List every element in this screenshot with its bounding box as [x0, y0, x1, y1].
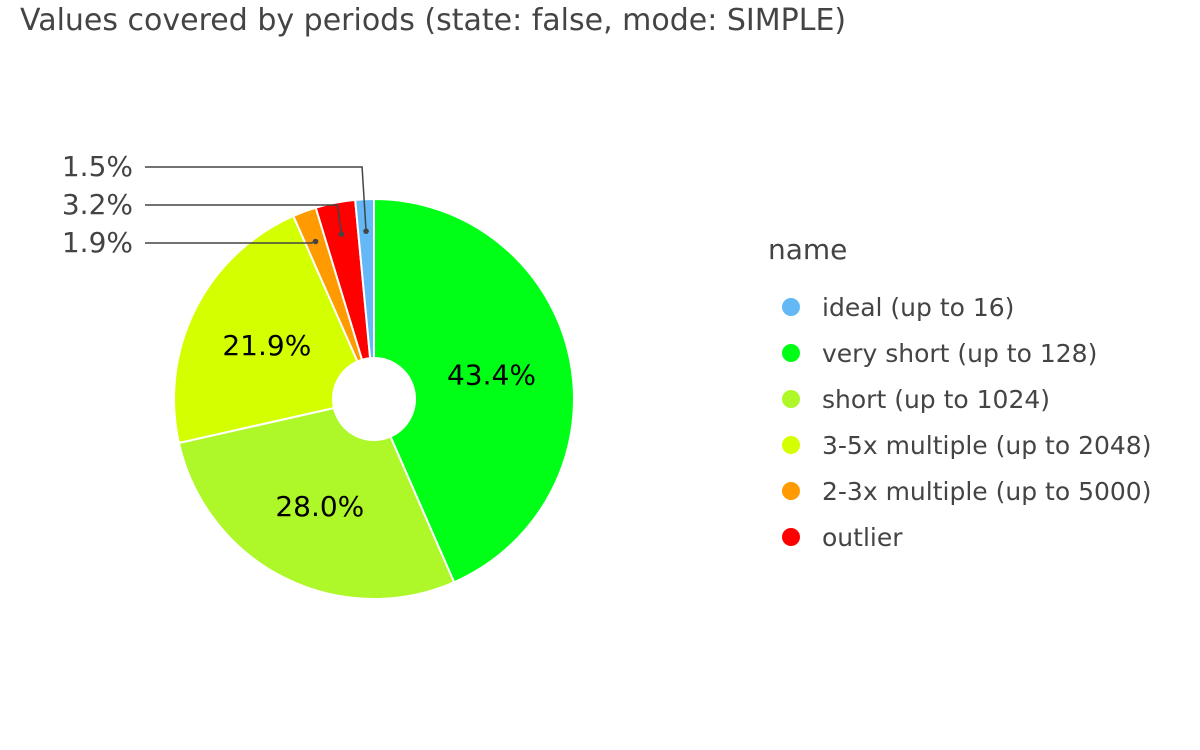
leader-line [145, 204, 343, 235]
legend-items: ideal (up to 16) very short (up to 128) sh… [782, 293, 1151, 552]
slice-very-short-up-to-128 [373, 197, 575, 584]
leader-dot [312, 238, 319, 245]
slice-label: 43.4% [447, 358, 536, 391]
pie-slices [173, 197, 575, 600]
slice-label: 1.5% [62, 150, 133, 183]
legend-marker [782, 528, 800, 546]
legend-item-label: 2-3x multiple (up to 5000) [822, 477, 1151, 506]
chart-title: Values covered by periods (state: false,… [20, 3, 846, 38]
legend-marker [782, 344, 800, 362]
legend-item-label: outlier [822, 523, 903, 552]
legend-item-label: 3-5x multiple (up to 2048) [822, 431, 1151, 460]
legend-item-label: short (up to 1024) [822, 385, 1050, 414]
slice-label: 28.0% [275, 490, 364, 523]
slice-label: 3.2% [62, 188, 133, 221]
legend-item-label: very short (up to 128) [822, 339, 1097, 368]
leader-dot [338, 231, 345, 237]
slice-short-up-to-1024 [177, 406, 456, 600]
leader-lines [145, 166, 369, 245]
slice-ideal-up-to-16 [354, 197, 375, 360]
legend-marker [782, 436, 800, 454]
legend-marker [782, 390, 800, 408]
legend-title: name [768, 233, 847, 266]
leader-dot [363, 228, 369, 234]
slice-labels: 43.4% 28.0% 21.9% 1.5% 3.2% 1.9% [62, 150, 536, 523]
slice-label: 21.9% [222, 329, 311, 362]
legend-item-label: ideal (up to 16) [822, 293, 1014, 322]
slice-label: 1.9% [62, 226, 133, 259]
legend-marker [782, 298, 800, 316]
legend: name ideal (up to 16) very short (up to 1… [768, 233, 1151, 552]
leader-line [145, 166, 367, 232]
legend-marker [782, 482, 800, 500]
